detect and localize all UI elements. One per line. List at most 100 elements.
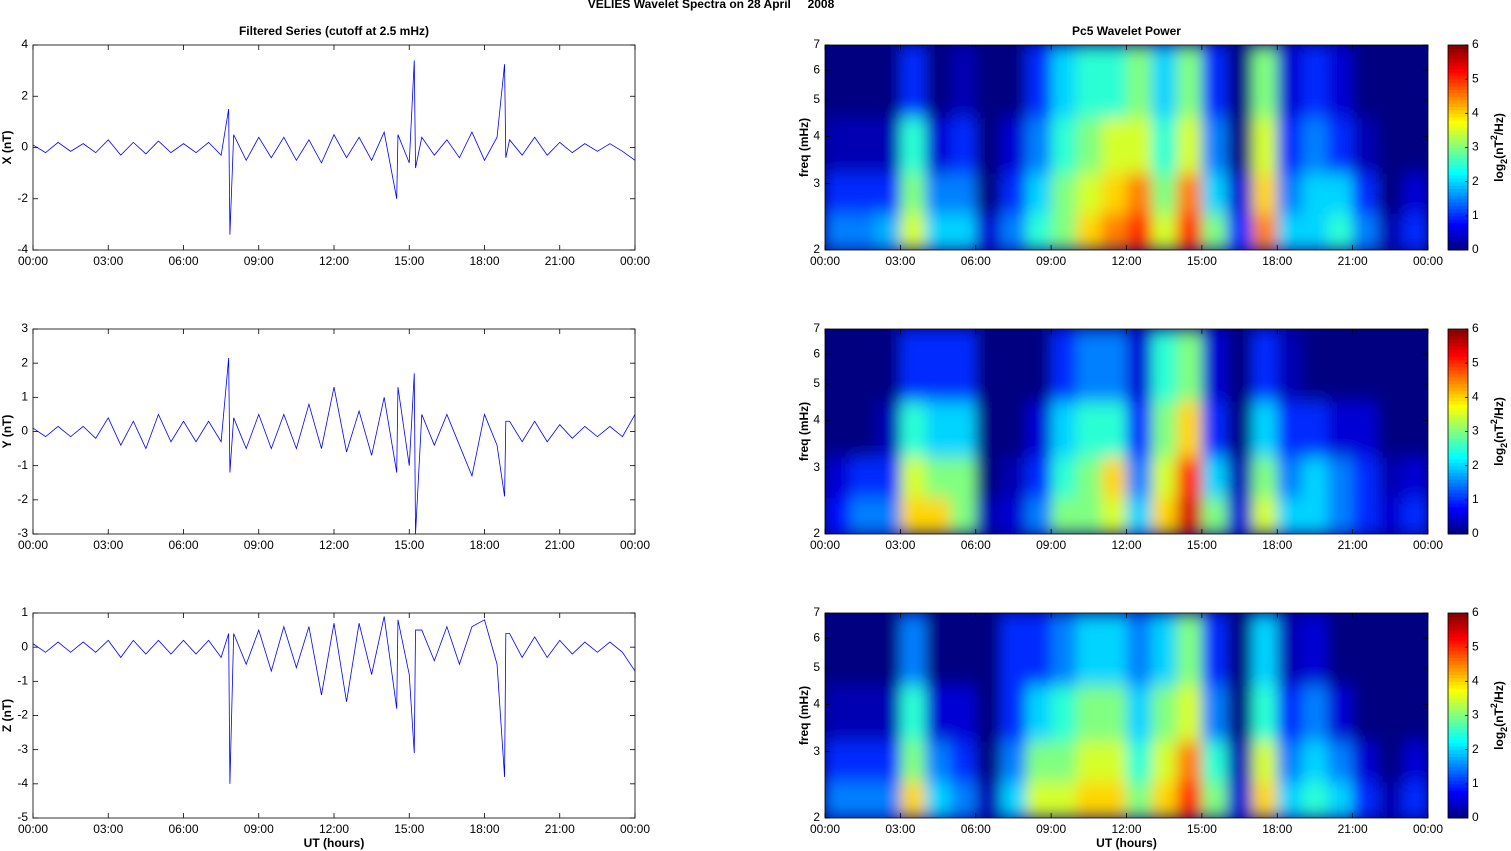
colorbar-swatch bbox=[1448, 335, 1468, 340]
colorbar-swatch bbox=[1448, 349, 1468, 354]
colorbar-swatch bbox=[1448, 133, 1468, 138]
heatmap-cell bbox=[1252, 401, 1278, 458]
heatmap-cell bbox=[1227, 741, 1253, 782]
colorbar-swatch bbox=[1448, 414, 1468, 419]
heatmap-cell bbox=[1151, 45, 1178, 118]
heatmap-cell bbox=[1000, 457, 1027, 498]
colorbar-swatch bbox=[1448, 130, 1468, 135]
heatmap-cell bbox=[1277, 329, 1303, 402]
heatmap-cell bbox=[925, 45, 952, 118]
colorbar-swatch bbox=[1448, 691, 1468, 696]
heatmap-cell bbox=[1377, 497, 1404, 534]
colorbar-swatch bbox=[1448, 109, 1468, 114]
heatmap-cell bbox=[850, 497, 876, 534]
colorbar-label-part: (nT bbox=[1492, 140, 1506, 159]
heatmap-cell bbox=[950, 457, 977, 498]
heatmap-cell bbox=[1302, 781, 1328, 818]
heatmap-cell bbox=[1252, 741, 1278, 782]
heatmap-cell bbox=[1201, 741, 1228, 782]
x-tick-label: 12:00 bbox=[1111, 538, 1141, 552]
heatmap-cell bbox=[1277, 781, 1303, 818]
x-tick-label: 09:00 bbox=[244, 538, 274, 552]
heatmap-cell bbox=[1302, 213, 1328, 250]
x-tick-label: 21:00 bbox=[1338, 538, 1368, 552]
colorbar-swatch bbox=[1448, 513, 1468, 518]
colorbar-swatch bbox=[1448, 246, 1468, 251]
heatmap-cell bbox=[1176, 117, 1203, 174]
colorbar-swatch bbox=[1448, 640, 1468, 645]
heatmap-cell bbox=[1277, 45, 1303, 118]
colorbar-swatch bbox=[1448, 144, 1468, 148]
colorbar-swatch bbox=[1448, 452, 1468, 456]
y-tick-label: 1 bbox=[21, 605, 28, 619]
colorbar-swatch bbox=[1448, 800, 1468, 805]
heatmap-cell bbox=[1402, 741, 1428, 782]
colorbar-tick-label: 3 bbox=[1472, 708, 1479, 722]
colorbar-swatch bbox=[1448, 742, 1468, 747]
x-tick-label: 18:00 bbox=[1262, 254, 1292, 268]
x-tick-label: 18:00 bbox=[469, 822, 499, 836]
colorbar-swatch bbox=[1448, 140, 1468, 145]
heatmap-cell bbox=[1000, 329, 1027, 402]
heatmap-cell bbox=[1377, 781, 1404, 818]
heatmap-cell bbox=[875, 117, 901, 174]
heatmap-cell bbox=[975, 457, 1002, 498]
heatmap-cell bbox=[1101, 173, 1127, 214]
heatmap-cell bbox=[1201, 329, 1228, 402]
colorbar-tick-label: 0 bbox=[1472, 242, 1479, 256]
heatmap-cell bbox=[1151, 213, 1178, 250]
heatmap-cell bbox=[1377, 173, 1404, 214]
heatmap-cell bbox=[875, 741, 901, 782]
heatmap-cell bbox=[900, 45, 926, 118]
heatmap-cell bbox=[1126, 329, 1153, 402]
colorbar-swatch bbox=[1448, 195, 1468, 200]
heatmap-cell bbox=[925, 613, 952, 686]
colorbar-swatch bbox=[1448, 705, 1468, 710]
x-tick-label: 21:00 bbox=[545, 538, 575, 552]
colorbar-tick-label: 1 bbox=[1472, 208, 1479, 222]
colorbar-swatch bbox=[1448, 243, 1468, 248]
x-tick-label: 15:00 bbox=[394, 822, 424, 836]
colorbar-swatch bbox=[1448, 455, 1468, 460]
colorbar-swatch bbox=[1448, 667, 1468, 672]
x-tick-label: 00:00 bbox=[1413, 254, 1443, 268]
y-tick-label: -2 bbox=[17, 492, 28, 506]
heatmap-cell bbox=[1026, 213, 1052, 250]
colorbar-swatch bbox=[1448, 352, 1468, 357]
heatmap-cell bbox=[1000, 45, 1027, 118]
y-tick-label: 0 bbox=[21, 424, 28, 438]
heatmap-cell bbox=[1352, 401, 1379, 458]
heatmap-cell bbox=[825, 213, 851, 250]
heatmap-cell bbox=[1026, 45, 1052, 118]
heatmap-cell bbox=[1201, 45, 1228, 118]
heatmap-cell bbox=[1327, 613, 1354, 686]
heatmap-cell bbox=[1026, 173, 1052, 214]
y-tick-label: 5 bbox=[813, 92, 820, 106]
heatmap-cell bbox=[1076, 213, 1102, 250]
heatmap-cell bbox=[1076, 457, 1102, 498]
y-tick-label: 4 bbox=[813, 129, 820, 143]
heatmap-cell bbox=[1302, 117, 1328, 174]
colorbar-swatch bbox=[1448, 746, 1468, 751]
colorbar-tick-label: 6 bbox=[1472, 605, 1479, 619]
colorbar-swatch bbox=[1448, 376, 1468, 381]
x-tick-label: 00:00 bbox=[620, 254, 650, 268]
y-tick-label: 4 bbox=[813, 697, 820, 711]
colorbar-swatch bbox=[1448, 520, 1468, 525]
colorbar-swatch bbox=[1448, 113, 1468, 118]
heatmap-cell bbox=[875, 613, 901, 686]
heatmap-cell bbox=[875, 173, 901, 214]
heatmap-cell bbox=[975, 497, 1002, 534]
heatmap-cell bbox=[850, 613, 876, 686]
colorbar-swatch bbox=[1448, 783, 1468, 788]
heatmap-cell bbox=[950, 401, 977, 458]
heatmap-cell bbox=[1402, 173, 1428, 214]
heatmap-cell bbox=[1026, 497, 1052, 534]
heatmap-cell bbox=[1126, 685, 1153, 742]
heatmap-cell bbox=[1201, 613, 1228, 686]
heatmap-cell bbox=[875, 685, 901, 742]
heatmap-cell bbox=[900, 781, 926, 818]
heatmap-cell bbox=[1327, 401, 1354, 458]
colorbar-swatch bbox=[1448, 469, 1468, 473]
colorbar-swatch bbox=[1448, 393, 1468, 398]
